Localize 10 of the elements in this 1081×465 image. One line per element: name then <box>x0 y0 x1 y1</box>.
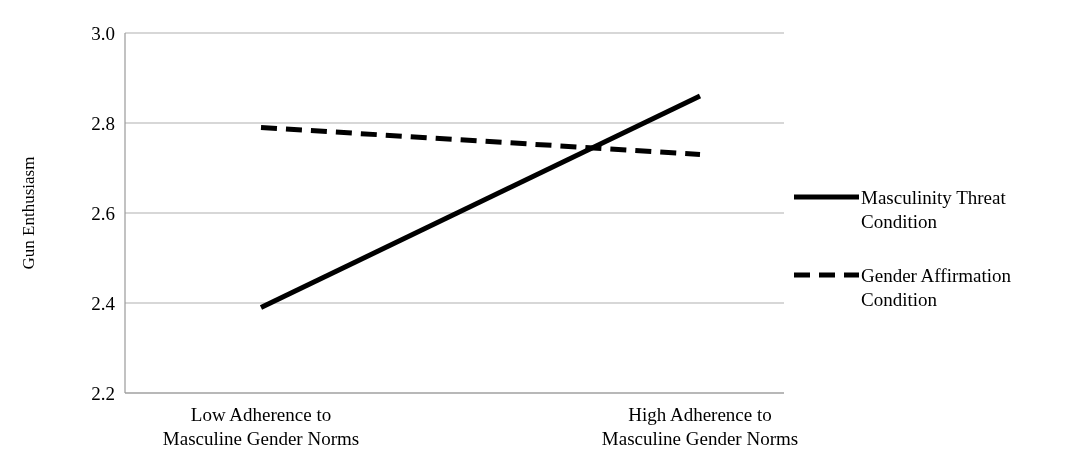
y-tick-label: 2.4 <box>91 292 116 314</box>
legend-label: Gender Affirmation Condition <box>861 264 1012 310</box>
x-tick-label: High Adherence to Masculine Gender Norms <box>601 404 799 449</box>
y-axis-title: Gun Enthusiasm <box>19 156 38 270</box>
y-tick-label: 2.8 <box>91 112 115 134</box>
x-tick-label: Low Adherence to Masculine Gender Norms <box>162 404 360 449</box>
y-tick-label: 2.2 <box>91 382 115 404</box>
y-tick-label: 2.6 <box>91 202 115 224</box>
y-tick-label: 3.0 <box>91 22 115 44</box>
legend-label: Masculinity Threat Condition <box>861 186 1007 232</box>
